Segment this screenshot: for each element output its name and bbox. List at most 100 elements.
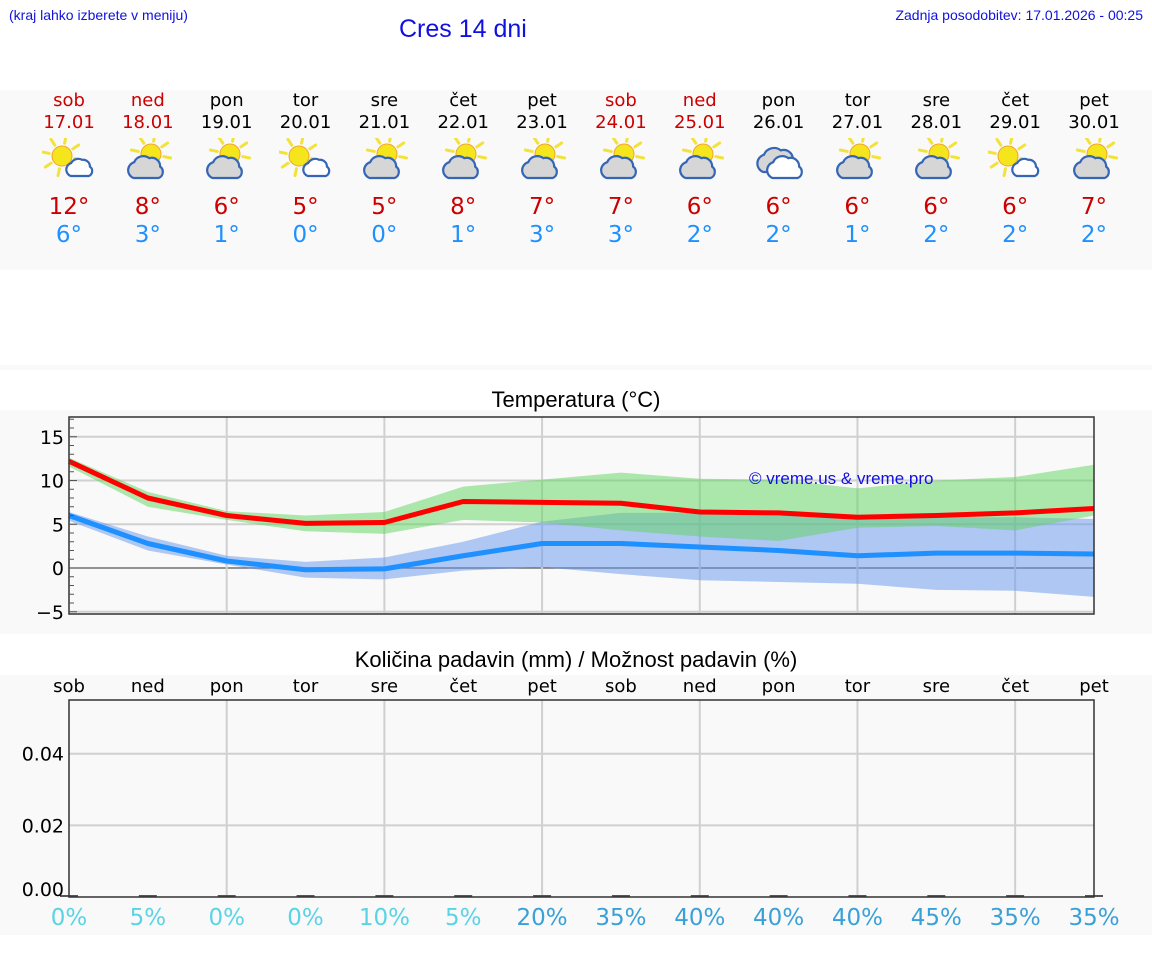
day-name: pon [761,90,796,111]
day-column: tor 27.01 6° 1° [817,90,897,249]
min-temp: 2° [686,222,713,248]
partly-cloudy-icon [344,136,424,186]
max-temp: 6° [844,194,871,220]
day-name: sob [605,90,637,111]
partly-cloudy-icon [581,136,661,186]
svg-text:5: 5 [52,514,64,536]
svg-text:−5: −5 [36,602,64,624]
day-name: pet [527,90,557,111]
day-date: 26.01 [752,112,805,133]
day-name: tor [292,90,319,111]
max-temp: 7° [607,194,634,220]
day-name: sre [922,90,951,111]
min-temp: 0° [371,222,398,248]
partly-cloudy-icon [817,136,897,186]
max-temp: 12° [48,194,90,220]
mostly-sunny-icon [975,136,1055,186]
max-temp: 7° [528,194,556,220]
max-temp: 6° [686,194,713,220]
precip-day-label: čet [449,676,478,697]
precip-probability: 35% [989,905,1041,931]
min-temp: 1° [450,222,477,248]
day-name: pon [209,90,244,111]
min-temp: 3° [528,222,556,248]
partly-cloudy-icon [1054,136,1134,186]
precip-probability: 0% [208,905,245,931]
max-temp: 6° [213,194,240,220]
day-name: čet [1001,90,1030,111]
day-date: 19.01 [200,112,253,133]
day-date: 20.01 [279,112,332,133]
day-date: 21.01 [358,112,411,133]
precip-day-label: pet [527,676,557,697]
precip-day-label: ned [130,676,165,697]
svg-text:10: 10 [40,471,64,493]
precip-day-label: sob [53,676,85,697]
day-date: 25.01 [674,112,726,133]
location-hint: (kraj lahko izberete v meniju) [9,7,188,23]
precip-probability: 20% [516,905,568,931]
max-temp: 6° [1002,194,1029,220]
max-temp: 6° [923,194,950,220]
day-column: tor 20.01 5° 0° [266,90,346,249]
partly-cloudy-icon [502,136,582,186]
min-temp: 6° [55,222,83,248]
min-temp: 2° [1080,222,1108,248]
svg-text:15: 15 [40,427,64,449]
precip-day-label: sob [605,676,637,697]
svg-text:0: 0 [52,558,64,580]
precip-day-label: pet [1079,676,1109,697]
min-temp: 2° [765,222,792,248]
separator-band [0,365,1152,370]
day-column: pon 19.01 6° 1° [187,90,267,249]
max-temp: 8° [450,194,477,220]
day-date: 24.01 [595,112,647,133]
precip-day-label: tor [844,676,871,697]
daily-forecast: sob 17.01 12° 6° ned 18.01 8° 3° pon 19.01 6° 1° tor… [0,90,1152,270]
min-temp: 1° [213,222,240,248]
day-column: sob 24.01 7° 3° [581,90,661,249]
min-temp: 2° [1002,222,1029,248]
day-date: 22.01 [437,112,489,133]
precip-probability: 35% [595,905,647,931]
day-column: čet 22.01 8° 1° [423,90,503,249]
last-updated: Zadnja posodobitev: 17.01.2026 - 00:25 [895,7,1143,23]
day-column: pet 23.01 7° 3° [502,90,582,249]
day-column: sre 28.01 6° 2° [896,90,976,249]
min-temp: 1° [844,222,871,248]
precip-probability: 40% [753,905,805,931]
precip-probability: 40% [831,905,884,931]
precip-probability: 0% [50,905,88,931]
day-date: 29.01 [989,112,1041,133]
precip-day-label: tor [292,676,319,697]
day-date: 17.01 [43,112,95,133]
precip-chart-title: Količina padavin (mm) / Možnost padavin … [354,647,798,672]
precip-day-label: pon [761,676,796,697]
partly-cloudy-icon [660,136,740,186]
max-temp: 5° [371,194,398,220]
day-column: ned 18.01 8° 3° [108,90,188,249]
precip-day-label: čet [1001,676,1030,697]
partly-cloudy-icon [187,136,267,186]
temperature-chart-title: Temperatura (°C) [491,387,661,412]
day-column: pon 26.01 6° 2° [739,90,819,249]
precip-day-label: sre [922,676,951,697]
day-date: 30.01 [1068,112,1120,133]
day-name: tor [844,90,871,111]
precip-day-label: sre [370,676,399,697]
min-temp: 0° [292,222,319,248]
precip-probability: 5% [444,905,482,931]
svg-text:© vreme.us & vreme.pro: © vreme.us & vreme.pro [749,469,933,488]
day-name: pet [1079,90,1109,111]
precip-probability: 40% [674,905,726,931]
max-temp: 8° [134,194,161,220]
day-name: sob [53,90,85,111]
day-column: čet 29.01 6° 2° [975,90,1055,249]
forecast-band [0,90,1152,270]
precip-probability: 0% [287,905,324,931]
day-date: 28.01 [910,112,963,133]
day-name: ned [130,90,165,111]
min-temp: 3° [607,222,634,248]
partly-cloudy-icon [108,136,188,186]
